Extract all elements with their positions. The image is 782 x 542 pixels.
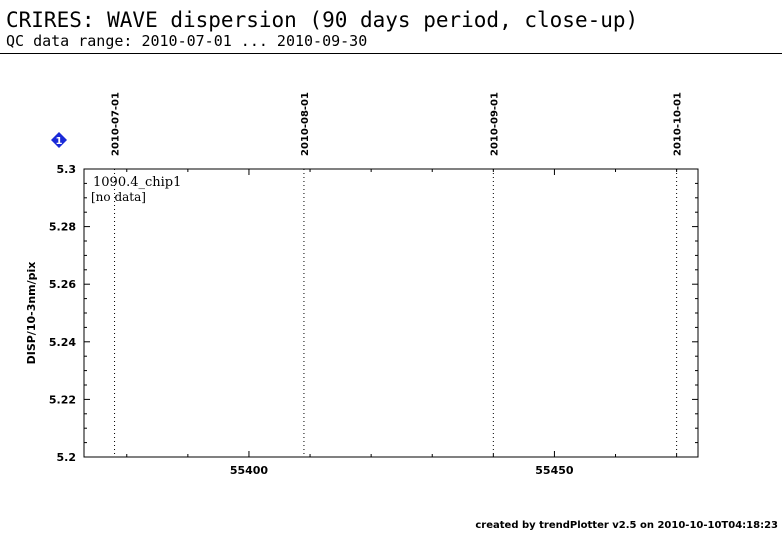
no-data-annotation: [no data] [91, 190, 146, 204]
info-icon[interactable]: 1 [50, 131, 68, 149]
info-icon-label: 1 [56, 136, 63, 147]
series-label: 1090.4_chip1 [93, 175, 181, 190]
date-marker-label: 2010-09-01 [489, 92, 500, 156]
plot-frame [83, 168, 699, 458]
date-marker-label: 2010-08-01 [300, 92, 311, 156]
chart-subtitle: QC data range: 2010-07-01 ... 2010-09-30 [6, 32, 368, 50]
date-marker-label: 2010-10-01 [673, 92, 684, 156]
x-tick-label: 55400 [230, 464, 269, 477]
y-tick-label: 5.3 [57, 163, 77, 176]
y-tick-label: 5.24 [49, 336, 76, 349]
footer-credit: created by trendPlotter v2.5 on 2010-10-… [475, 520, 778, 531]
y-axis-label: DISP/10-3nm/pix [25, 262, 38, 365]
date-marker-label: 2010-07-01 [111, 92, 122, 156]
y-tick-label: 5.26 [49, 278, 76, 291]
x-tick-label: 55450 [535, 464, 574, 477]
header-divider [0, 53, 782, 54]
y-tick-label: 5.28 [49, 221, 76, 234]
chart-title: CRIRES: WAVE dispersion (90 days period,… [6, 8, 639, 32]
y-tick-label: 5.2 [57, 451, 77, 464]
y-tick-label: 5.22 [49, 393, 76, 406]
